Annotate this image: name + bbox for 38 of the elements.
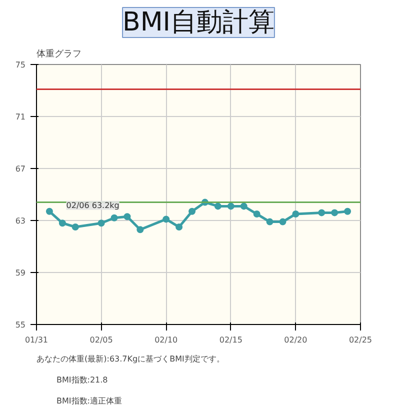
x-tick-label: 02/15 — [219, 336, 242, 344]
point — [98, 220, 105, 227]
y-tick-label: 59 — [15, 268, 26, 278]
point — [266, 218, 274, 226]
point — [240, 202, 248, 210]
y-tick-label: 75 — [15, 60, 26, 70]
point — [227, 202, 234, 210]
chart-subtitle: 体重グラフ — [36, 48, 82, 60]
text: あなたの体重(最新):63.7Kgに基づくBMI判定です。 — [36, 354, 224, 364]
x-tick-label: 01/31 — [24, 336, 48, 344]
point — [214, 202, 222, 210]
point — [176, 224, 183, 230]
point — [253, 210, 260, 218]
y-tick-label: 67 — [15, 164, 26, 174]
text: BMI指数:21.8 — [56, 376, 108, 384]
point — [136, 226, 144, 234]
point — [292, 210, 300, 218]
annotation: 02/06 63.2kg — [66, 200, 120, 210]
point — [188, 208, 196, 215]
chart-title: BMI自動計算 — [122, 8, 274, 38]
y-tick-label: 55 — [15, 320, 26, 330]
point — [279, 218, 286, 226]
point — [58, 220, 66, 227]
x-tick-label: 02/20 — [284, 336, 308, 344]
x-tick-label: 02/25 — [348, 336, 372, 344]
y-tick-label: 71 — [15, 112, 26, 122]
point — [110, 214, 118, 222]
point — [46, 208, 53, 215]
point — [72, 224, 79, 230]
point — [318, 209, 326, 216]
point — [344, 208, 352, 215]
x-tick-label: 02/10 — [154, 336, 178, 344]
point — [162, 216, 170, 223]
x-tick-label: 02/05 — [90, 336, 113, 344]
y-tick-label: 63 — [15, 216, 26, 226]
point — [331, 209, 338, 216]
text: BMI指数:適正体重 — [56, 396, 122, 406]
point — [124, 213, 131, 220]
